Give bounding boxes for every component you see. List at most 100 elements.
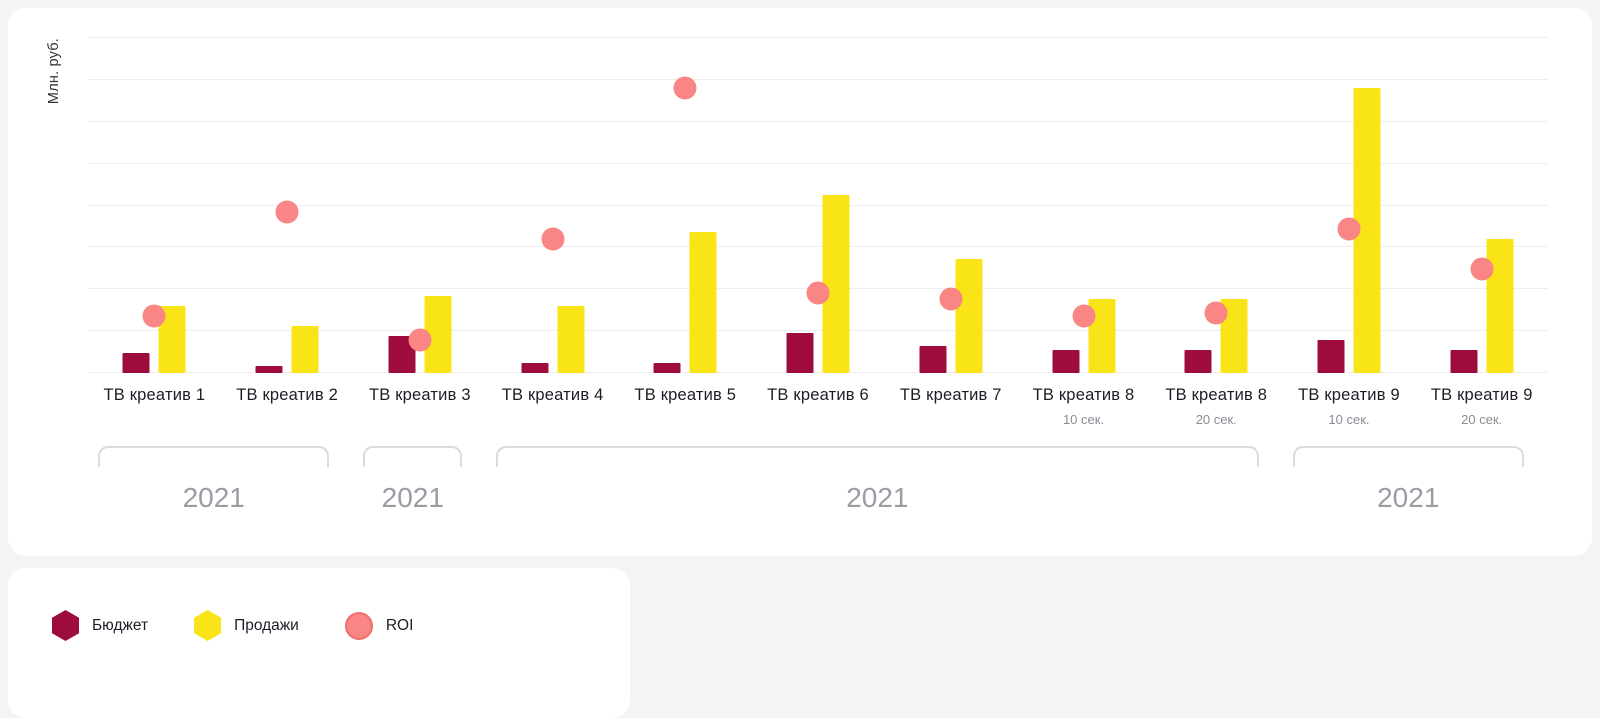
bar-group: [786, 38, 850, 373]
chart-card: Млн. руб. ТВ креатив 1 ТВ креатив 2 ТВ кре…: [8, 8, 1592, 556]
category-label-cell: ТВ креатив 3: [353, 386, 486, 427]
category-sublabel: 10 сек.: [1328, 412, 1370, 427]
bar-group: [919, 38, 983, 373]
roi-dot[interactable]: [1470, 257, 1494, 281]
roi-dot[interactable]: [408, 328, 432, 351]
roi-dot[interactable]: [1337, 217, 1361, 241]
gridline: [88, 162, 1548, 164]
roi-dot[interactable]: [142, 304, 166, 328]
category-label: ТВ креатив 1: [103, 386, 206, 404]
bar-group: [1450, 38, 1514, 373]
year-group-label: 2021: [846, 482, 909, 513]
category-label-cell: ТВ креатив 4: [486, 386, 619, 427]
category-cell: [1283, 38, 1416, 373]
bar-group: [653, 38, 717, 373]
category-label-cell: ТВ креатив 2: [221, 386, 354, 427]
budget-bar[interactable]: [786, 332, 814, 373]
hexagon-marker-icon: [194, 610, 222, 641]
category-cell: [88, 38, 221, 373]
category-label-cell: ТВ креатив 6: [752, 386, 885, 427]
gridline: [88, 37, 1548, 38]
category-sublabel: 10 сек.: [1062, 412, 1105, 427]
gridline: [88, 246, 1548, 248]
gridline: [88, 78, 1548, 80]
year-group: 2021: [496, 446, 1259, 514]
budget-bar[interactable]: [1317, 339, 1345, 373]
sales-bar[interactable]: [689, 232, 717, 373]
year-group-label: 2021: [182, 482, 245, 513]
category-label-cell: ТВ креатив 7: [884, 386, 1017, 427]
legend-item-label: Бюджет: [92, 616, 149, 634]
roi-dot[interactable]: [806, 281, 830, 305]
category-label: ТВ креатив 3: [368, 386, 471, 404]
year-group-label: 2021: [1377, 482, 1440, 513]
group-bracket: [496, 446, 1259, 467]
sales-bar[interactable]: [557, 306, 585, 373]
category-label: ТВ креатив 7: [899, 386, 1002, 404]
hexagon-marker-icon: [52, 610, 79, 641]
legend-item-budget[interactable]: Бюджет: [52, 610, 148, 641]
roi-dot[interactable]: [939, 287, 963, 311]
sales-bar[interactable]: [955, 259, 983, 373]
plot-area: [88, 37, 1548, 373]
year-group: 2021: [363, 446, 463, 514]
budget-bar[interactable]: [1450, 349, 1478, 373]
category-label-cell: ТВ креатив 5: [619, 386, 752, 427]
roi-dot[interactable]: [1204, 301, 1228, 325]
gridline: [88, 120, 1548, 122]
bar-group: [1317, 38, 1381, 373]
bar-group: [255, 38, 319, 373]
category-label: ТВ креатив 9: [1298, 386, 1400, 404]
roi-dot[interactable]: [1072, 304, 1095, 328]
roi-dot[interactable]: [673, 76, 697, 100]
category-label: ТВ креатив 8: [1165, 386, 1268, 404]
sales-bar[interactable]: [291, 326, 319, 373]
category-cell: [1017, 38, 1150, 373]
gridline: [88, 330, 1548, 332]
legend-item-sales[interactable]: Продажи: [194, 610, 299, 641]
year-groups-row: 2021 2021 2021 2021: [88, 446, 1548, 551]
roi-dot[interactable]: [275, 200, 299, 224]
category-label-cell: ТВ креатив 1: [88, 386, 221, 427]
category-label-cell: ТВ креатив 8 10 сек.: [1017, 386, 1150, 427]
budget-bar[interactable]: [1052, 349, 1079, 373]
y-axis-label: Млн. руб.: [46, 38, 62, 105]
budget-bar[interactable]: [919, 346, 947, 373]
legend-item-label: ROI: [385, 616, 414, 634]
category-label-cell: ТВ креатив 9 10 сек.: [1283, 386, 1416, 427]
category-sublabel: 20 сек.: [1461, 412, 1503, 427]
budget-bar[interactable]: [122, 352, 150, 373]
budget-bar[interactable]: [1184, 349, 1212, 373]
category-cell: [619, 38, 752, 373]
group-bracket: [1292, 446, 1524, 467]
legend-items: Бюджет Продажи ROI: [8, 568, 630, 641]
gridline: [88, 372, 1548, 373]
category-cell: [486, 38, 619, 373]
category-label: ТВ креатив 2: [236, 386, 338, 404]
gridline: [88, 204, 1548, 206]
sales-bar[interactable]: [1486, 239, 1514, 373]
bar-group: [388, 38, 452, 373]
budget-bar[interactable]: [255, 366, 283, 373]
budget-bar[interactable]: [521, 362, 549, 373]
category-label-cell: ТВ креатив 8 20 сек.: [1150, 386, 1283, 427]
category-label: ТВ креатив 8: [1032, 386, 1135, 404]
bar-group: [521, 38, 585, 373]
category-label: ТВ креатив 6: [767, 386, 869, 404]
category-label: ТВ креатив 9: [1430, 386, 1533, 404]
budget-bar[interactable]: [653, 362, 681, 373]
year-group-label: 2021: [381, 482, 444, 513]
group-bracket: [363, 446, 463, 467]
plot-cells: [88, 38, 1548, 373]
legend-item-roi[interactable]: ROI: [344, 611, 414, 640]
category-label-cell: ТВ креатив 9 20 сек.: [1415, 386, 1548, 427]
year-group: 2021: [1292, 446, 1524, 514]
category-labels-row: ТВ креатив 1 ТВ креатив 2 ТВ креатив 3 ТВ к…: [88, 386, 1548, 427]
category-cell: [353, 38, 486, 373]
bar-group: [1184, 38, 1248, 373]
sales-bar[interactable]: [822, 195, 850, 373]
circle-marker-icon: [344, 611, 373, 640]
roi-dot[interactable]: [541, 227, 565, 251]
category-cell: [221, 38, 354, 373]
category-label: ТВ креатив 4: [501, 386, 604, 404]
